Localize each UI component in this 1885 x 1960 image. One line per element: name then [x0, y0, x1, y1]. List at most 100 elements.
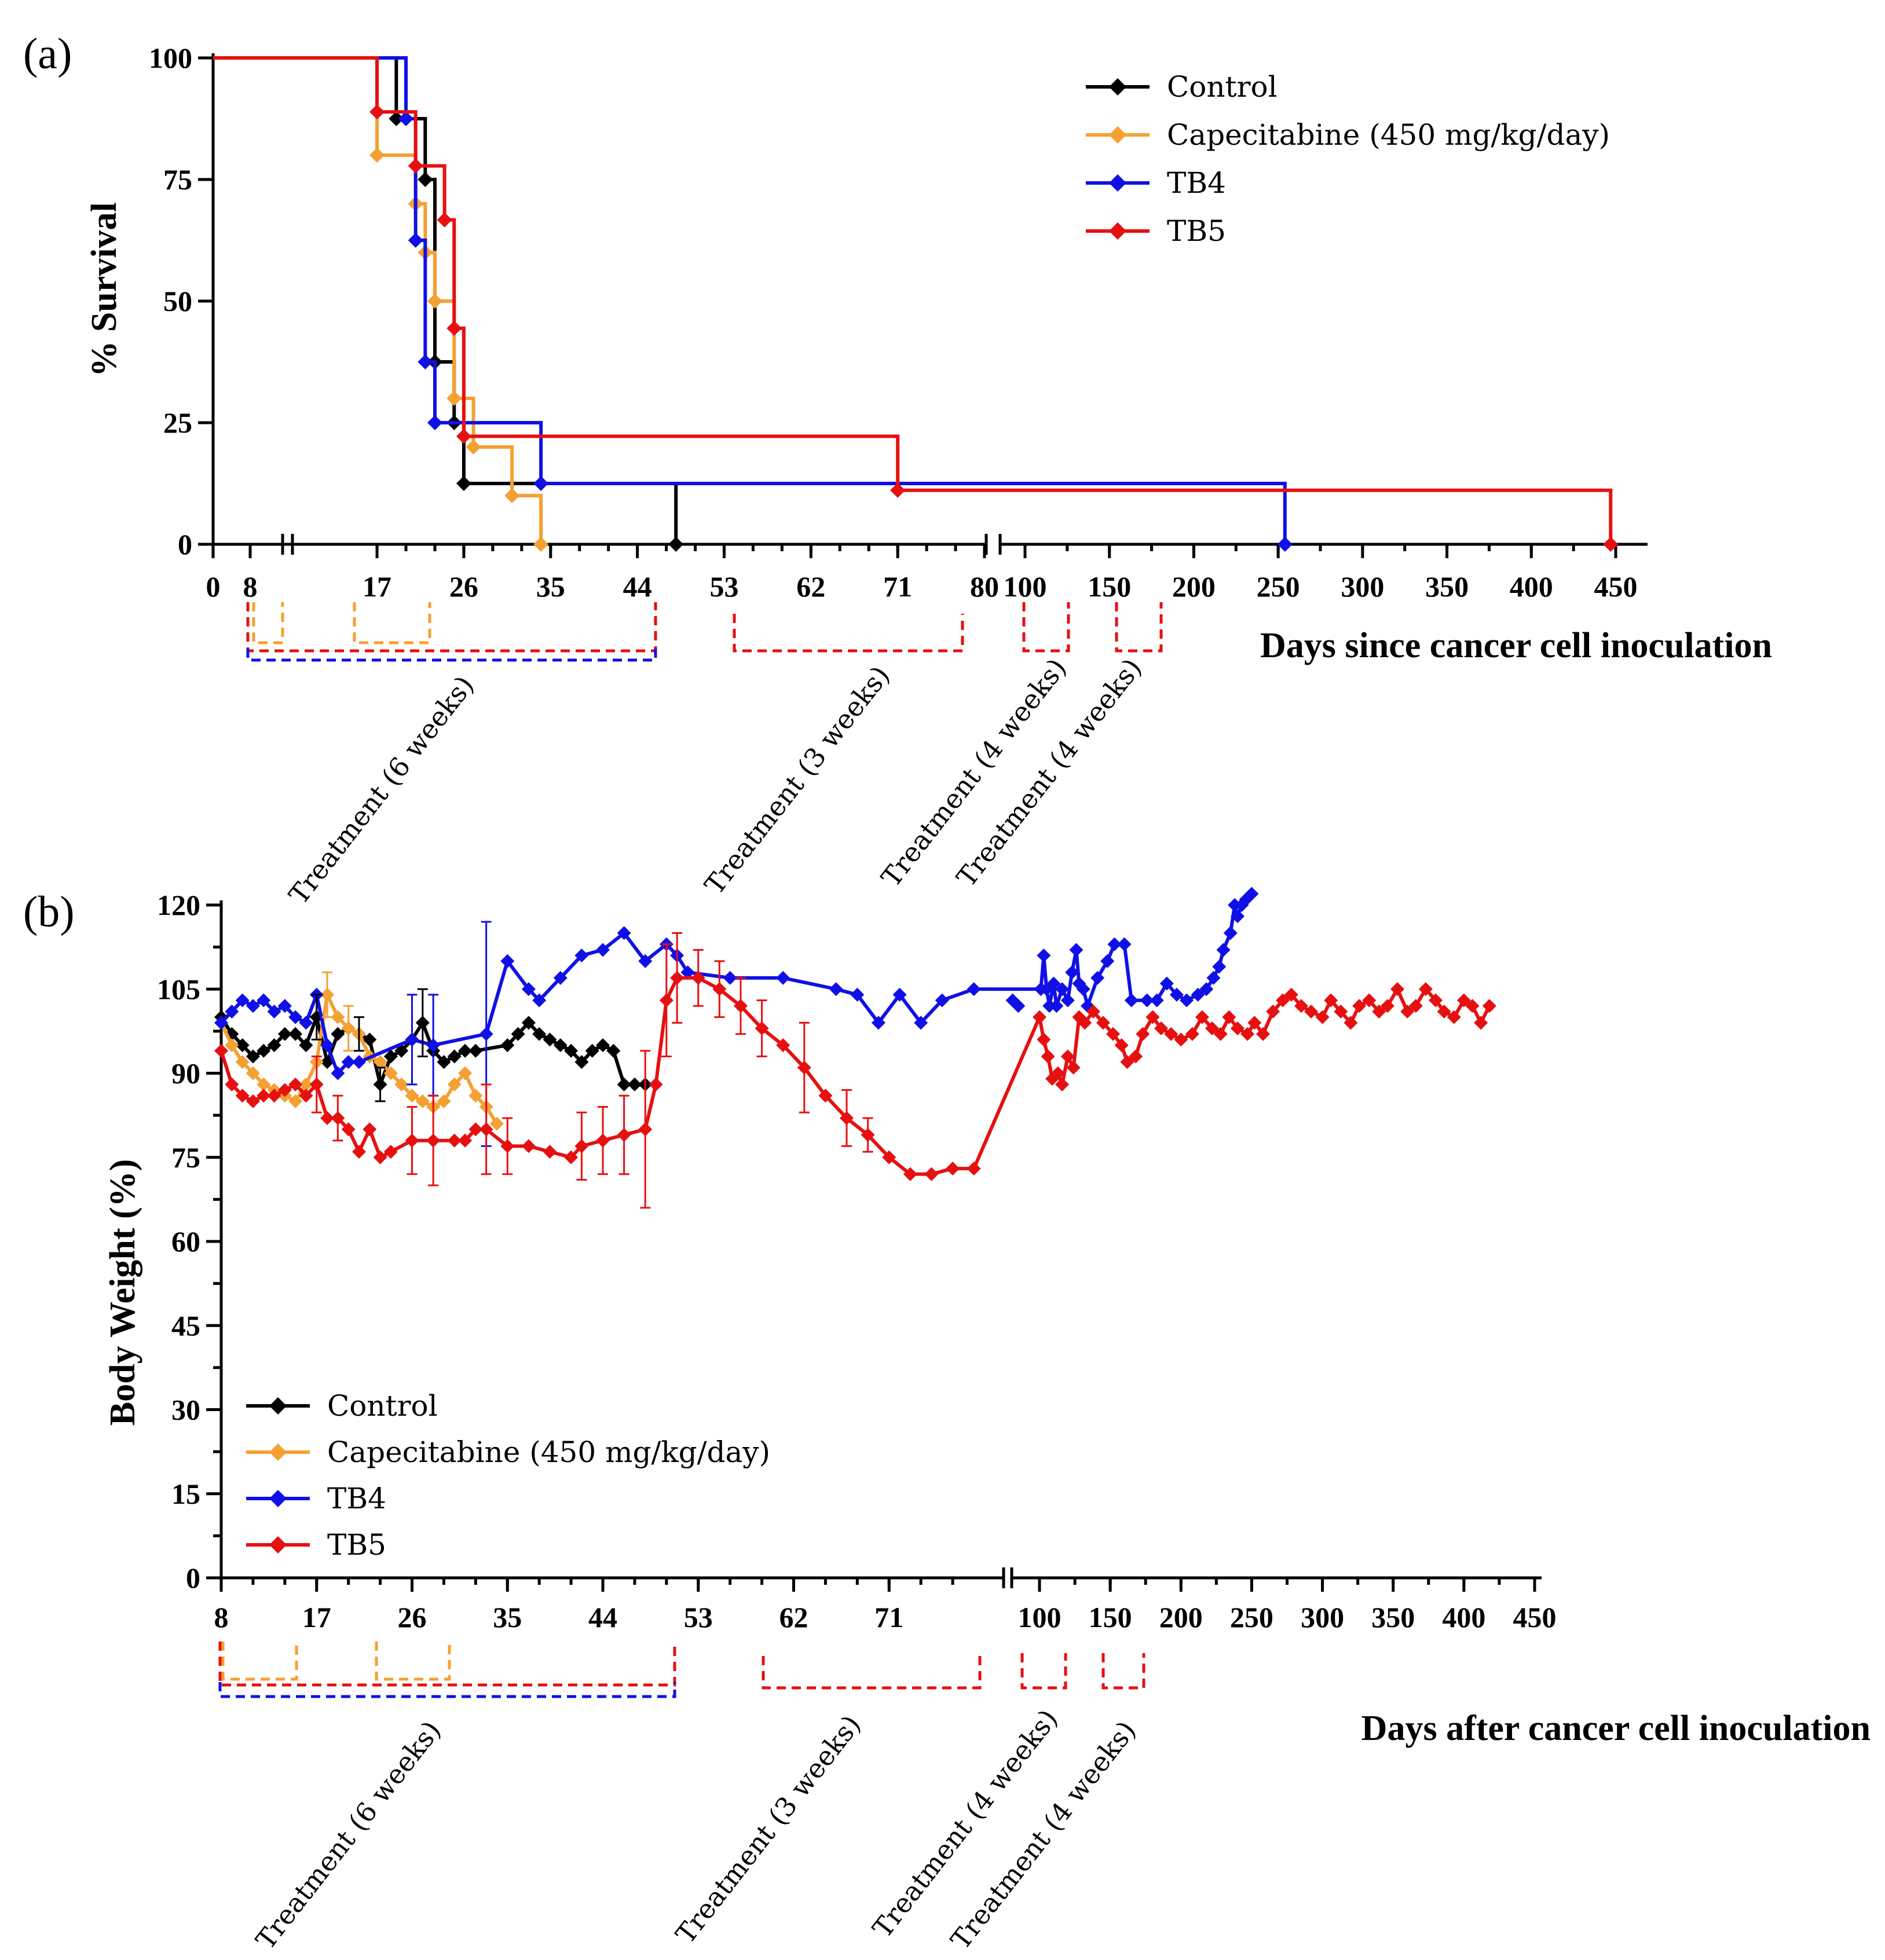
- data-point: [363, 1032, 377, 1047]
- data-point: [1154, 1021, 1169, 1036]
- data-point: [511, 1027, 525, 1041]
- data-point: [1315, 1010, 1330, 1024]
- data-point: [1294, 999, 1308, 1013]
- data-point: [331, 1066, 345, 1080]
- data-point: [914, 1016, 928, 1030]
- data-point: [649, 1077, 663, 1091]
- step-line: [213, 56, 1613, 544]
- data-point: [521, 1016, 536, 1030]
- data-point: [617, 926, 631, 940]
- data-point: [564, 1150, 579, 1164]
- x-tick-label: 400: [1442, 1601, 1485, 1633]
- data-point: [394, 1077, 409, 1091]
- legend-label: TB5: [1167, 214, 1226, 248]
- data-point: [1344, 1016, 1358, 1030]
- legend-item: Capecitabine (450 mg/kg/day): [246, 1435, 770, 1469]
- data-point: [903, 1167, 917, 1181]
- data-point: [373, 1055, 387, 1069]
- body-weight-chart: (b) Body Weight (%) Days after cancer ce…: [23, 886, 1871, 1955]
- legend-label: Capecitabine (450 mg/kg/day): [1167, 118, 1610, 152]
- legend-item: TB5: [246, 1528, 386, 1562]
- data-point: [257, 1077, 271, 1091]
- data-point: [1046, 976, 1061, 991]
- censor-point: [890, 482, 906, 498]
- censor-point: [427, 294, 442, 309]
- data-point: [246, 1066, 260, 1080]
- x-tick-label: 8: [214, 1601, 229, 1633]
- data-point: [638, 954, 653, 968]
- data-point: [1276, 993, 1290, 1008]
- data-point: [1049, 999, 1064, 1013]
- legend-swatch-marker: [1109, 222, 1126, 240]
- y-tick-label: 60: [171, 1225, 200, 1258]
- data-point: [1456, 993, 1471, 1008]
- series-tb4: [214, 886, 1259, 1080]
- treatment-bracket: [1020, 1653, 1067, 1690]
- series-tb5: [214, 970, 1496, 1181]
- data-point: [818, 1089, 833, 1103]
- data-point: [892, 987, 907, 1002]
- x-tick-label: 26: [398, 1601, 427, 1633]
- data-point: [1266, 1004, 1280, 1019]
- treatment-bracket: [252, 602, 284, 644]
- treatment-bracket: [1101, 1653, 1145, 1690]
- step-line: [213, 56, 543, 544]
- x-tick-label: 250: [1230, 1601, 1273, 1633]
- series-control: [214, 1010, 653, 1091]
- data-point: [829, 982, 843, 997]
- data-point: [341, 1055, 356, 1069]
- legend-label: Control: [327, 1389, 438, 1423]
- treatment-bracket: [375, 1642, 451, 1681]
- x-axis-title-a: Days since cancer cell inoculation: [1260, 626, 1772, 665]
- x-tick-label: 71: [874, 1601, 903, 1633]
- data-point: [267, 1089, 281, 1103]
- data-point: [1191, 987, 1205, 1002]
- data-point: [1352, 999, 1367, 1013]
- data-point: [1114, 1038, 1129, 1053]
- data-point: [553, 1038, 568, 1053]
- data-point: [1120, 1055, 1134, 1069]
- treatment-bracket: [353, 602, 431, 644]
- data-point: [1078, 1016, 1092, 1030]
- x-tick-label: 200: [1172, 570, 1216, 603]
- x-tick-label: 62: [796, 570, 825, 603]
- censor-point: [446, 391, 462, 406]
- censor-point: [446, 321, 462, 336]
- data-point: [383, 1066, 398, 1080]
- treatment-bracket: [762, 1656, 982, 1690]
- censor-point: [418, 172, 433, 187]
- x-tick-label: 44: [623, 570, 652, 603]
- data-point: [288, 1027, 303, 1041]
- series-tb4: [213, 56, 1293, 552]
- data-point: [1247, 1016, 1262, 1030]
- data-point: [606, 1043, 621, 1058]
- data-point: [1145, 1010, 1160, 1024]
- x-tick-label: 0: [206, 570, 221, 603]
- data-point: [447, 1049, 462, 1064]
- data-point: [447, 1133, 462, 1148]
- data-point: [1222, 1010, 1236, 1024]
- data-point: [1213, 1027, 1228, 1041]
- data-point: [299, 1038, 313, 1053]
- data-point: [235, 993, 250, 1008]
- legend-swatch-marker: [269, 1444, 287, 1461]
- data-point: [574, 1055, 589, 1069]
- y-axis-title-a: % Survival: [85, 202, 124, 376]
- data-point: [257, 993, 271, 1008]
- data-point: [352, 1145, 366, 1159]
- data-point: [1304, 1004, 1319, 1019]
- series-tb5: [213, 56, 1619, 552]
- data-point: [946, 1162, 960, 1176]
- censor-point: [504, 488, 520, 503]
- data-point: [532, 993, 547, 1008]
- series-group-a: [213, 56, 1619, 552]
- data-point: [1129, 1049, 1143, 1064]
- data-point: [585, 1043, 599, 1058]
- data-point: [1223, 926, 1238, 940]
- data-point: [331, 1010, 345, 1024]
- data-point: [1240, 1027, 1255, 1041]
- data-point: [331, 1027, 345, 1041]
- series-control: [213, 56, 684, 552]
